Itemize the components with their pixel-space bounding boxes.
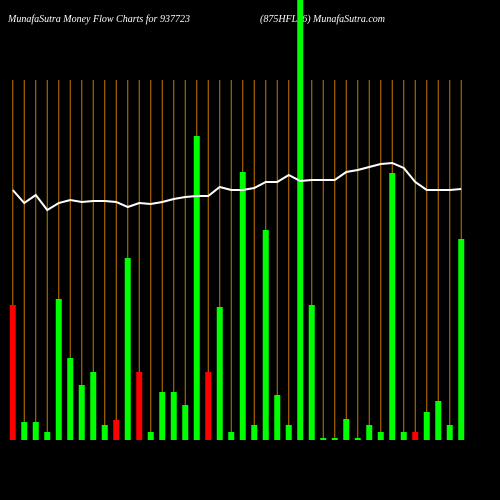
chart-subtitle: (875HFL26) MunafaSutra.com — [260, 14, 385, 25]
bar — [147, 432, 154, 440]
bar — [170, 392, 177, 440]
bar — [251, 425, 258, 440]
bar — [366, 425, 373, 440]
bar — [44, 432, 51, 440]
bar — [216, 307, 223, 440]
bar — [228, 432, 235, 440]
bar — [400, 432, 407, 440]
bar — [423, 412, 430, 440]
bar — [412, 432, 419, 440]
bar — [136, 372, 143, 440]
bar — [159, 392, 166, 440]
bar — [193, 136, 200, 440]
bar — [262, 230, 269, 440]
bar — [297, 0, 304, 440]
bar — [124, 258, 131, 440]
bar — [21, 422, 28, 440]
bar — [67, 358, 74, 440]
bar — [446, 425, 453, 440]
bar — [377, 432, 384, 440]
bar — [9, 305, 16, 440]
bar — [239, 172, 246, 440]
money-flow-line — [12, 161, 462, 212]
bar — [205, 372, 212, 440]
chart-title: MunafaSutra Money Flow Charts for 937723 — [7, 14, 190, 25]
bar — [285, 425, 292, 440]
bar — [389, 173, 396, 440]
bar — [101, 425, 108, 440]
bar — [274, 395, 281, 440]
bar — [113, 420, 120, 440]
bar — [55, 299, 62, 440]
bar — [458, 239, 465, 440]
bar — [32, 422, 39, 440]
bar — [308, 305, 315, 440]
bar — [354, 438, 361, 440]
bar — [343, 419, 350, 440]
bar — [331, 438, 338, 440]
bar — [182, 405, 189, 440]
bar — [320, 438, 327, 440]
bar — [78, 385, 85, 440]
bar — [435, 401, 442, 440]
bar — [90, 372, 97, 440]
